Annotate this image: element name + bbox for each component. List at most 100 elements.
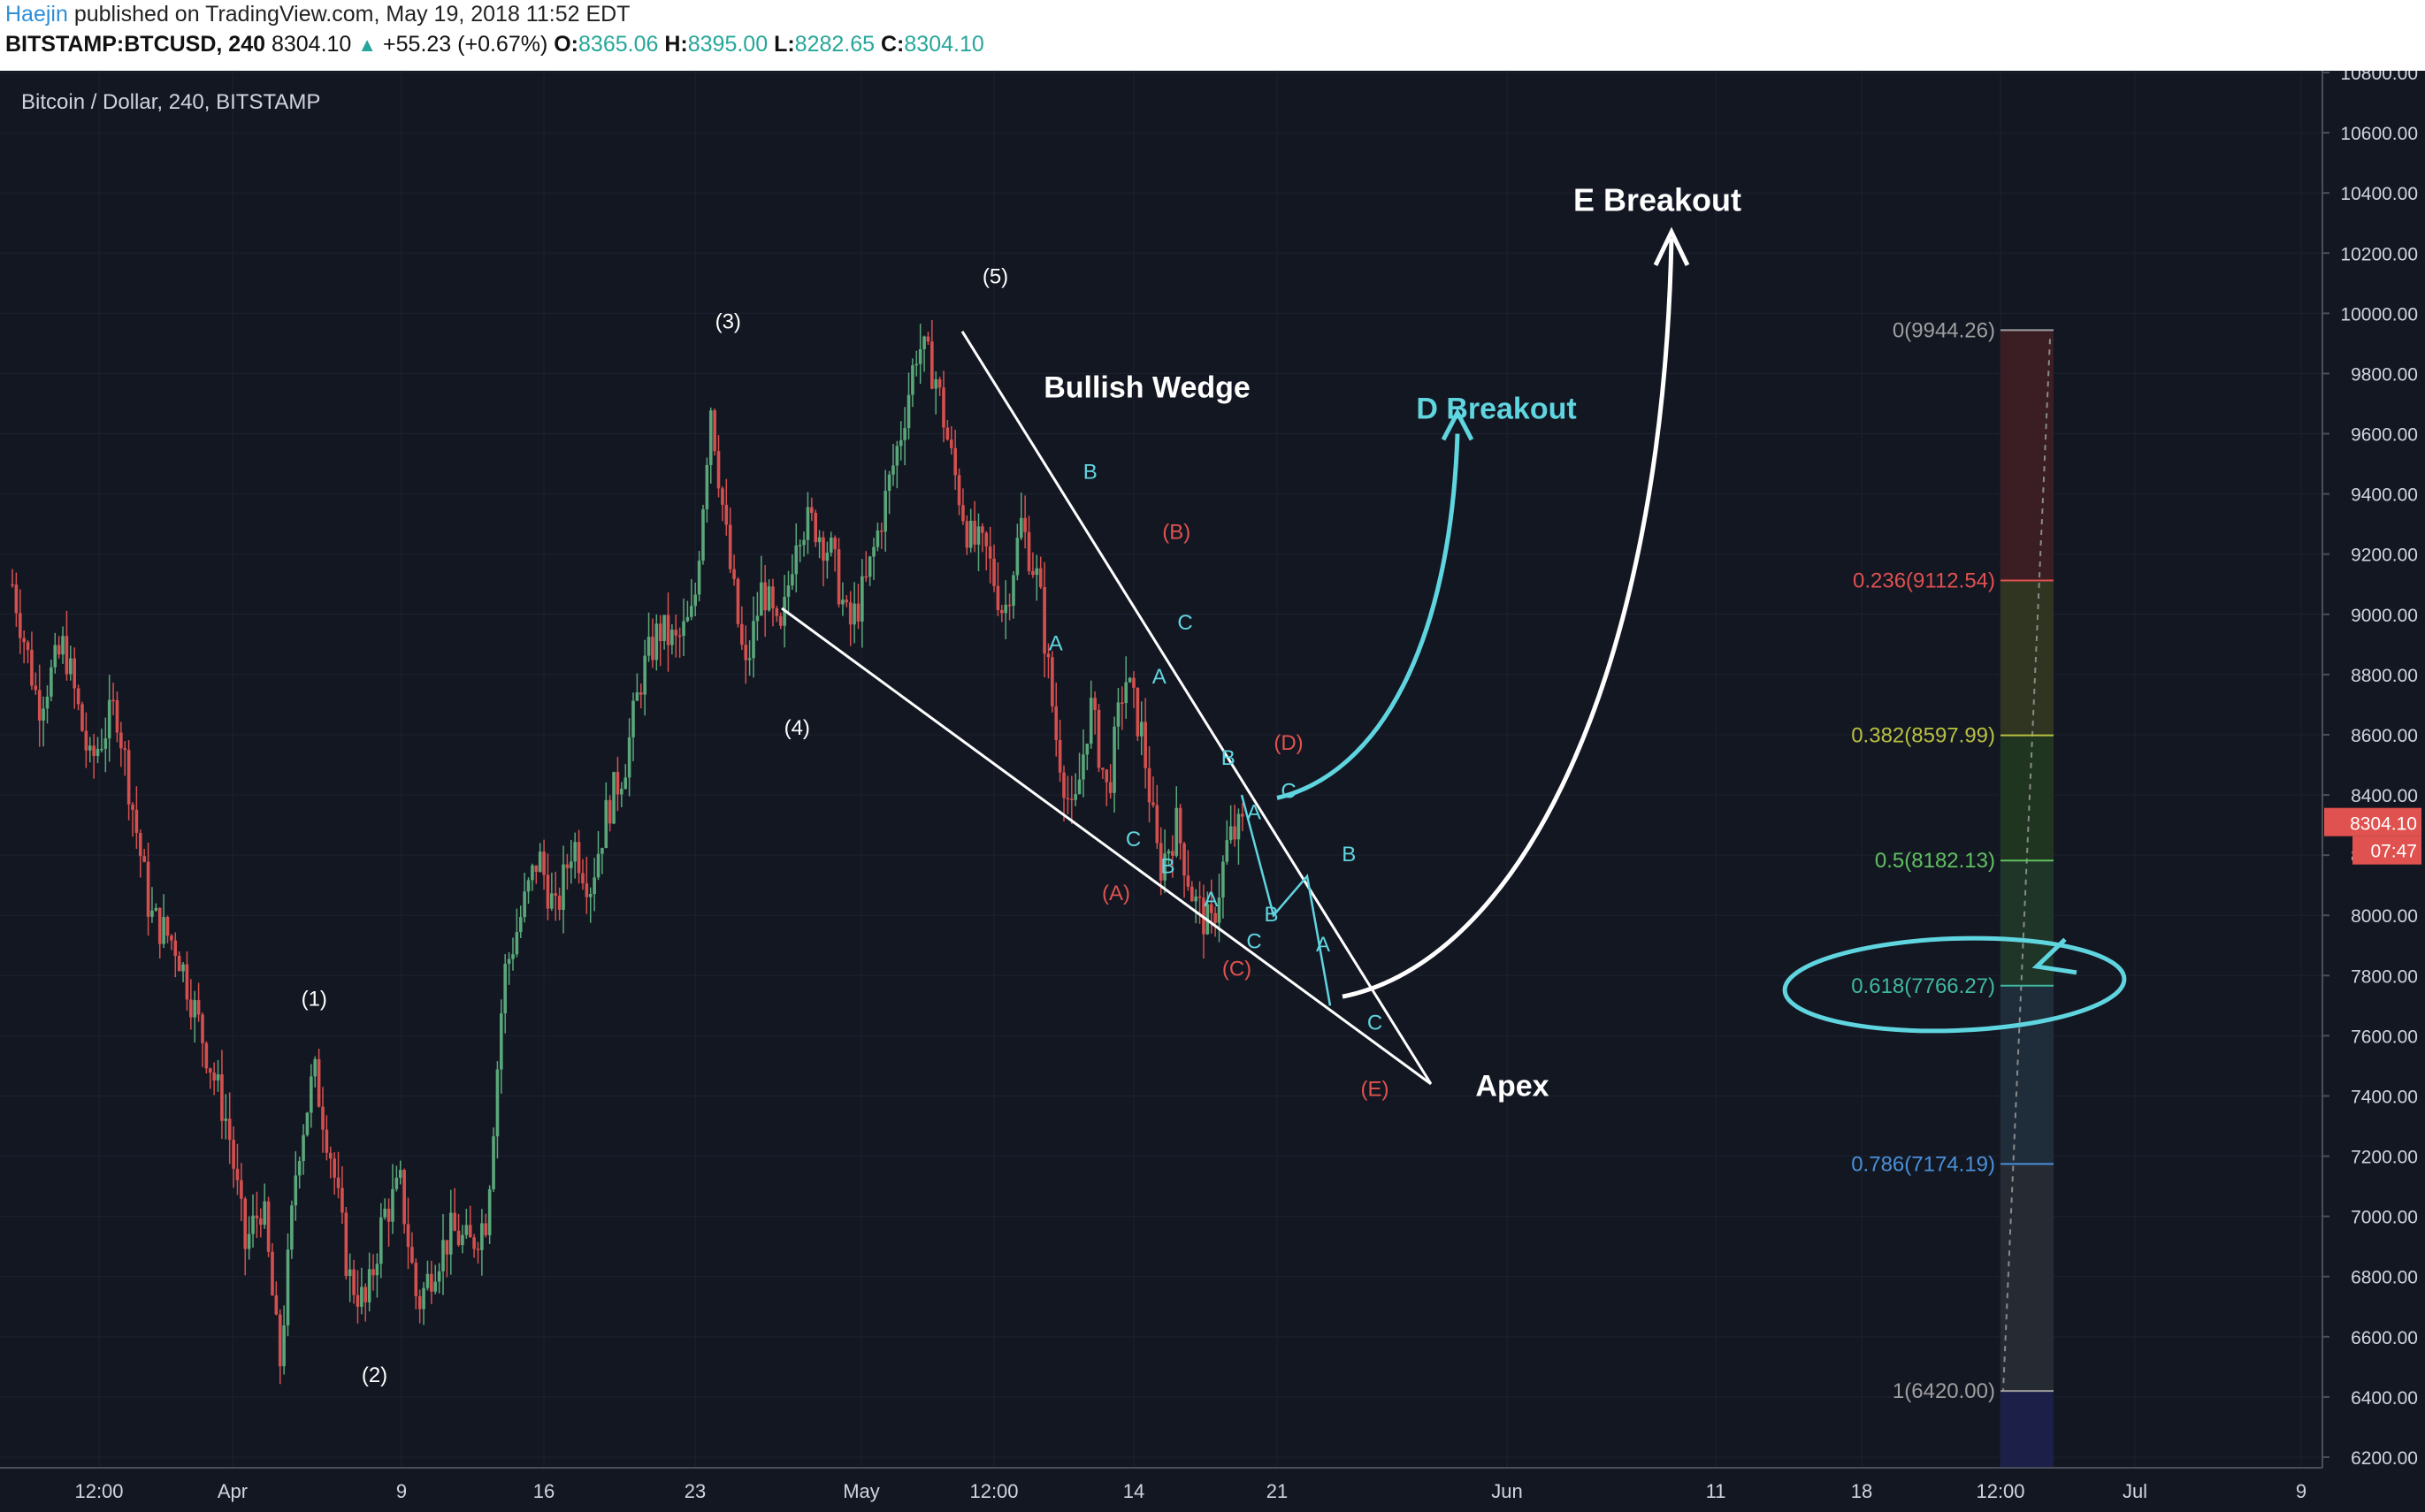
candle-body xyxy=(577,842,581,874)
fib-level-label: 0(9944.26) xyxy=(1893,318,1995,342)
candle-body xyxy=(771,586,775,608)
candle-body xyxy=(721,488,724,505)
candle-body xyxy=(1085,744,1090,755)
wave-label: (C) xyxy=(1222,957,1251,981)
candle-body xyxy=(484,1223,488,1235)
candle-body xyxy=(363,1287,368,1302)
candle-body xyxy=(1105,769,1109,783)
author-link[interactable]: Haejin xyxy=(5,2,68,27)
candle-body xyxy=(468,1225,472,1238)
candle-body xyxy=(911,365,914,395)
published-text: published on TradingView.com, May 19, 20… xyxy=(73,2,631,27)
candle-body xyxy=(601,848,604,854)
candle-body xyxy=(134,809,139,833)
candle-body xyxy=(693,594,697,607)
fib-band xyxy=(2000,1391,2054,1468)
candle-body xyxy=(302,1134,305,1162)
candle-body xyxy=(907,394,911,429)
candle-body xyxy=(1113,726,1116,793)
projection-paths xyxy=(1240,226,2127,1034)
candle-body xyxy=(14,584,19,614)
candle-body xyxy=(573,842,577,862)
candle-body xyxy=(817,537,822,543)
candle-body xyxy=(1182,843,1186,876)
candle-body xyxy=(503,964,508,1014)
candle-body xyxy=(1069,798,1074,801)
candle-body xyxy=(612,772,616,824)
candle-body xyxy=(593,877,596,895)
price-chart[interactable]: 0(9944.26) 0.236(9112.54) 0.382(8597.99) 0.… xyxy=(0,71,2425,1512)
candle-body xyxy=(394,1177,399,1189)
candle-body xyxy=(224,1119,228,1121)
time-tick-label: 11 xyxy=(1706,1480,1726,1502)
candle-body xyxy=(50,667,53,697)
candle-body xyxy=(623,777,628,790)
candle-body xyxy=(142,856,146,862)
fibonacci-retracement[interactable]: 0(9944.26) 0.236(9112.54) 0.382(8597.99) 0.… xyxy=(1851,318,2054,1468)
time-axis[interactable]: 12:00 Apr 9 16 23 May 12:00 14 21 Jun 11 18 12:00 Jul… xyxy=(0,1467,2425,1512)
candle-body xyxy=(697,561,701,595)
price-tick-label: 10400.00 xyxy=(2340,184,2418,204)
candle-body xyxy=(313,1058,317,1077)
price-tick-label: 7800.00 xyxy=(2351,966,2418,987)
candle-body xyxy=(45,696,50,709)
candle-body xyxy=(690,606,693,617)
price-axis[interactable]: 6200.00 6400.00 6600.00 6800.00 7000.00 7200.… xyxy=(2322,71,2425,1512)
wave-label: A xyxy=(1247,800,1261,824)
candle-body xyxy=(1186,875,1190,887)
candle-body xyxy=(775,607,779,616)
wave-label: (A) xyxy=(1102,882,1130,905)
candle-body xyxy=(371,1269,375,1276)
wave-label: A xyxy=(1152,665,1167,689)
candle-body xyxy=(1108,782,1113,793)
candle-body xyxy=(1038,568,1043,587)
candle-body xyxy=(1031,570,1035,576)
candle-body xyxy=(926,336,930,342)
time-tick-label: 9 xyxy=(2296,1480,2306,1502)
candle-body xyxy=(340,1187,344,1213)
candle-body xyxy=(65,636,69,675)
candle-body xyxy=(11,584,14,586)
candle-body xyxy=(1004,604,1007,614)
candle-body xyxy=(708,410,713,465)
time-tick-label: 14 xyxy=(1123,1480,1144,1502)
candle-body xyxy=(1043,586,1046,654)
candle-body xyxy=(581,873,585,883)
candle-body xyxy=(433,1281,438,1292)
wave-label: C xyxy=(1281,779,1296,803)
chart-header: Haejin published on TradingView.com, May… xyxy=(0,0,2425,71)
candle-body xyxy=(22,638,26,643)
candle-body xyxy=(173,940,178,956)
candle-body xyxy=(1054,706,1059,741)
wave-label: (D) xyxy=(1274,731,1303,755)
candle-body xyxy=(1151,802,1155,806)
candle-body xyxy=(646,637,651,656)
time-tick-label: 21 xyxy=(1266,1480,1288,1502)
candle-body xyxy=(441,1240,445,1271)
candle-body xyxy=(810,507,814,514)
candle-body xyxy=(1217,897,1221,923)
candle-body xyxy=(453,1212,456,1231)
candle-body xyxy=(546,874,550,909)
candle-body xyxy=(515,932,519,955)
wave-label: (B) xyxy=(1162,521,1190,545)
candle-body xyxy=(220,1074,224,1121)
candle-body xyxy=(604,799,608,849)
candle-body xyxy=(662,615,666,642)
candle-body xyxy=(755,615,760,622)
candle-body xyxy=(69,658,73,675)
candle-body xyxy=(1233,826,1236,840)
candle-body xyxy=(1155,805,1159,844)
candle-body xyxy=(495,1069,500,1137)
chart-title: Bitcoin / Dollar, 240, BITSTAMP xyxy=(21,90,320,114)
candle-body xyxy=(37,690,42,721)
candle-body xyxy=(992,558,996,586)
candle-body xyxy=(1225,840,1229,862)
candle-body xyxy=(417,1295,422,1310)
candle-body xyxy=(557,896,562,910)
close-label: C: xyxy=(881,32,905,57)
grid-lines xyxy=(0,71,2322,1468)
candle-body xyxy=(487,1188,492,1235)
candle-body xyxy=(1035,568,1039,576)
candle-body xyxy=(406,1224,410,1248)
